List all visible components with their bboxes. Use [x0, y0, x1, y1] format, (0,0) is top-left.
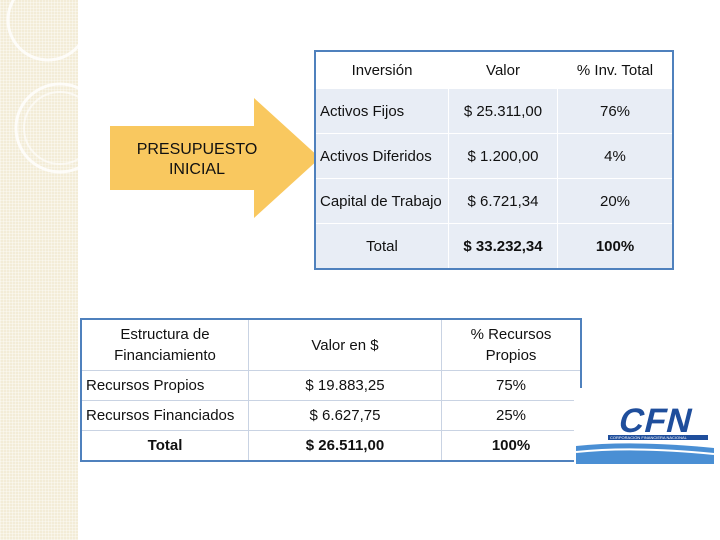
table-row: Activos Fijos $ 25.311,00 76% — [314, 88, 674, 134]
row-pct: 75% — [441, 370, 582, 401]
total-row: Total $ 33.232,34 100% — [314, 223, 674, 270]
row-pct: 20% — [557, 178, 674, 224]
table-row: Recursos Financiados $ 6.627,75 25% — [80, 400, 582, 431]
total-valor: $ 33.232,34 — [448, 223, 558, 270]
table-header-row: Estructura de Financiamiento Valor en $ … — [80, 318, 582, 371]
table-row: Capital de Trabajo $ 6.721,34 20% — [314, 178, 674, 224]
row-valor: $ 19.883,25 — [248, 370, 442, 401]
row-pct: 25% — [441, 400, 582, 431]
financiamiento-table: Estructura de Financiamiento Valor en $ … — [80, 318, 582, 462]
row-concepto: Recursos Propios — [80, 370, 249, 401]
row-concepto: Activos Fijos — [314, 88, 449, 134]
row-concepto: Recursos Financiados — [80, 400, 249, 431]
row-pct: 4% — [557, 133, 674, 179]
presupuesto-arrow — [110, 98, 320, 218]
logo-text: CFN — [615, 402, 697, 439]
table-row: Recursos Propios $ 19.883,25 75% — [80, 370, 582, 401]
header-valor-en: Valor en $ — [248, 318, 442, 371]
total-label: Total — [314, 223, 449, 270]
total-label: Total — [80, 430, 249, 462]
row-valor: $ 6.627,75 — [248, 400, 442, 431]
header-valor: Valor — [448, 50, 558, 89]
total-valor: $ 26.511,00 — [248, 430, 442, 462]
row-valor: $ 25.311,00 — [448, 88, 558, 134]
header-estructura: Estructura de Financiamiento — [80, 318, 249, 371]
presupuesto-inicial-label: PRESUPUESTO INICIAL — [136, 141, 258, 178]
table-row: Activos Diferidos $ 1.200,00 4% — [314, 133, 674, 179]
inversion-table: Inversión Valor % Inv. Total Activos Fij… — [314, 50, 674, 270]
total-row: Total $ 26.511,00 100% — [80, 430, 582, 462]
row-pct: 76% — [557, 88, 674, 134]
row-valor: $ 1.200,00 — [448, 133, 558, 179]
total-pct: 100% — [441, 430, 582, 462]
total-pct: 100% — [557, 223, 674, 270]
row-concepto: Capital de Trabajo — [314, 178, 449, 224]
header-pct-inv-total: % Inv. Total — [557, 50, 674, 89]
header-inversion: Inversión — [314, 50, 449, 89]
row-valor: $ 6.721,34 — [448, 178, 558, 224]
table-header-row: Inversión Valor % Inv. Total — [314, 50, 674, 89]
cfn-logo: CFN CORPORACION FINANCIERA NACIONAL — [574, 388, 716, 466]
header-pct-recursos-propios: % Recursos Propios — [441, 318, 582, 371]
row-concepto: Activos Diferidos — [314, 133, 449, 179]
decorative-circles — [6, 0, 122, 174]
logo-subtext: CORPORACION FINANCIERA NACIONAL — [610, 435, 688, 440]
